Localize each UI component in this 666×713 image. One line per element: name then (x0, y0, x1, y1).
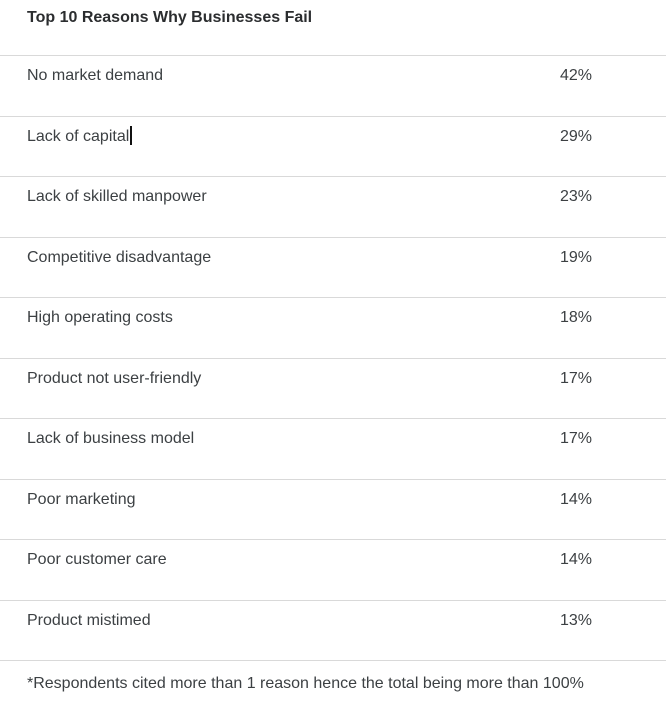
table-row[interactable]: Poor marketing 14% (0, 478, 666, 540)
cell-reason[interactable]: Product not user-friendly (27, 369, 202, 387)
cell-percent[interactable]: 17% (560, 369, 593, 387)
chart-title: Top 10 Reasons Why Businesses Fail (27, 9, 313, 26)
cell-text: Lack of capital (27, 127, 130, 145)
cell-percent[interactable]: 29% (560, 127, 593, 145)
table-row[interactable]: Competitive disadvantage 19% (0, 236, 666, 298)
cell-percent[interactable]: 14% (560, 490, 593, 508)
cell-percent[interactable]: 14% (560, 551, 593, 568)
cell-reason-editing[interactable]: Lack of capital (27, 125, 133, 145)
footnote: *Respondents cited more than 1 reason he… (0, 660, 666, 713)
text-caret-icon (130, 125, 133, 145)
cell-reason[interactable]: Lack of skilled manpower (27, 188, 207, 205)
cell-reason[interactable]: No market demand (27, 67, 164, 84)
cell-percent[interactable]: 18% (560, 309, 593, 326)
table-row[interactable]: Lack of business model 17% (0, 418, 666, 479)
cell-percent[interactable]: 19% (560, 248, 593, 266)
table-row[interactable]: Lack of skilled manpower 23% (0, 176, 666, 237)
cell-reason[interactable]: Product mistimed (27, 611, 151, 629)
cell-percent[interactable]: 17% (560, 430, 593, 447)
cell-reason[interactable]: High operating costs (27, 309, 173, 326)
cell-reason[interactable]: Lack of business model (27, 430, 195, 447)
table-row[interactable]: High operating costs 18% (0, 297, 666, 358)
table-row[interactable]: Lack of capital 29% (0, 115, 666, 177)
table-row[interactable]: No market demand 42% (0, 55, 666, 116)
cell-percent[interactable]: 23% (560, 188, 593, 205)
cell-percent[interactable]: 42% (560, 67, 593, 84)
table-row[interactable]: Product not user-friendly 17% (0, 357, 666, 419)
cell-reason[interactable]: Poor customer care (27, 551, 167, 568)
cell-percent[interactable]: 13% (560, 611, 593, 629)
cell-reason[interactable]: Poor marketing (27, 490, 136, 508)
table-row[interactable]: Product mistimed 13% (0, 599, 666, 661)
cell-reason[interactable]: Competitive disadvantage (27, 248, 212, 266)
table-row[interactable]: Poor customer care 14% (0, 539, 666, 600)
